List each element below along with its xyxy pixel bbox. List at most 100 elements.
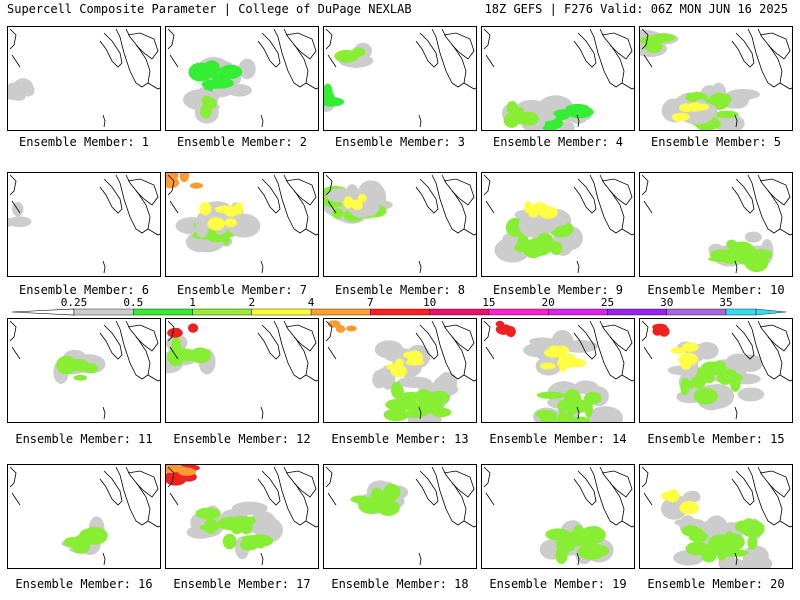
sfc-contour-10-0-7 bbox=[735, 246, 759, 266]
sfc-contour-13-0-13 bbox=[403, 410, 424, 418]
map-outline-19-3 bbox=[621, 520, 634, 528]
sfc-contour-13-0-10 bbox=[403, 399, 420, 411]
map-outline-8-2 bbox=[443, 178, 475, 206]
member-map-19 bbox=[483, 466, 634, 566]
map-outline-13-5 bbox=[327, 346, 337, 360]
sfc-contour-10-0-8 bbox=[708, 256, 734, 263]
sfc-contour-19-0-4 bbox=[555, 546, 568, 565]
ensemble-member-panel-10 bbox=[639, 172, 793, 277]
member-map-2 bbox=[167, 28, 318, 128]
map-outline-3-5 bbox=[327, 54, 337, 68]
map-outline-19-1 bbox=[573, 470, 597, 506]
map-outline-7-2 bbox=[285, 178, 317, 206]
map-feature-5 bbox=[734, 114, 738, 128]
map-feature-6 bbox=[102, 260, 106, 274]
sfc-contour-14-1-6 bbox=[547, 345, 562, 358]
map-outline-3-1 bbox=[415, 32, 439, 68]
sfc-contour-14-0-13 bbox=[583, 391, 602, 405]
sfc-contour-17-0-12 bbox=[199, 524, 221, 531]
sfc-contour-15-0-6 bbox=[680, 377, 690, 396]
ensemble-member-panel-5 bbox=[639, 26, 793, 131]
member-label-17: Ensemble Member: 17 bbox=[173, 577, 311, 591]
colorbar-tick-label: 0.25 bbox=[60, 296, 88, 309]
colorbar-segment-5 bbox=[370, 308, 430, 316]
map-outline-2-2 bbox=[285, 32, 317, 60]
map-feature-11 bbox=[102, 406, 106, 420]
sfc-contour-17-0-10 bbox=[240, 517, 253, 535]
sfc-contour-14-0-3 bbox=[557, 411, 568, 422]
sfc-halo-13-0-10 bbox=[437, 372, 458, 392]
colorbar-segment-7 bbox=[488, 308, 549, 316]
member-map-14 bbox=[483, 320, 634, 422]
map-outline-13-4 bbox=[325, 320, 333, 342]
sfc-contour-13-1-6 bbox=[395, 358, 405, 367]
map-outline-5-4 bbox=[641, 28, 649, 50]
map-outline-10-4 bbox=[641, 174, 649, 196]
sfc-contour-17-0-4 bbox=[217, 516, 246, 531]
sfc-contour-11-0-0 bbox=[73, 374, 88, 381]
header-title: Supercell Composite Parameter | College … bbox=[7, 2, 412, 16]
member-map-15 bbox=[641, 320, 792, 420]
sfc-contour-16-0-4 bbox=[71, 538, 91, 554]
map-outline-5-5 bbox=[643, 54, 653, 68]
colorbar-segment-1 bbox=[133, 308, 193, 316]
sfc-contour-4-1-1 bbox=[506, 101, 518, 115]
sfc-contour-17-0-11 bbox=[239, 538, 259, 551]
map-outline-14-3 bbox=[621, 374, 634, 382]
sfc-contour-9-1-1 bbox=[523, 201, 533, 214]
map-outline-4-5 bbox=[485, 54, 495, 68]
map-outline-8-3 bbox=[463, 228, 476, 236]
sfc-contour-11-0-4 bbox=[56, 355, 77, 375]
sfc-contour-19-0-8 bbox=[545, 528, 571, 541]
colorbar-tick-label: 0.5 bbox=[123, 296, 144, 309]
sfc-contour-18-0-2 bbox=[350, 495, 370, 504]
map-outline-6-5 bbox=[11, 200, 21, 214]
map-feature-14 bbox=[576, 406, 580, 420]
member-map-10 bbox=[641, 174, 792, 274]
map-outline-6-1 bbox=[99, 178, 123, 214]
sfc-contour-13-0-6 bbox=[383, 408, 409, 422]
sfc-contour-14-0-6 bbox=[539, 410, 558, 422]
sfc-contour-15-1-4 bbox=[682, 342, 699, 352]
member-label-18: Ensemble Member: 18 bbox=[331, 577, 469, 591]
sfc-contour-13-2-2 bbox=[335, 325, 346, 333]
member-label-6: Ensemble Member: 6 bbox=[18, 283, 150, 297]
sfc-halo-7-2-5 bbox=[195, 212, 210, 238]
sfc-contour-15-0-9 bbox=[722, 368, 737, 380]
map-feature-13 bbox=[418, 406, 422, 420]
map-outline-5-3 bbox=[779, 82, 792, 90]
sfc-halo-20-0-12 bbox=[674, 518, 705, 527]
ensemble-member-panel-8 bbox=[323, 172, 477, 277]
member-map-6 bbox=[8, 174, 160, 274]
map-outline-2-5 bbox=[169, 54, 179, 68]
member-label-3: Ensemble Member: 3 bbox=[334, 135, 466, 149]
sfc-contour-8-1-0 bbox=[358, 193, 367, 203]
member-label-16: Ensemble Member: 16 bbox=[15, 577, 153, 591]
map-outline-11-5 bbox=[11, 346, 21, 360]
sfc-halo-17-0-13 bbox=[249, 510, 277, 537]
sfc-contour-12-1-0 bbox=[188, 323, 199, 333]
sfc-contour-7-2-1 bbox=[207, 217, 225, 231]
ensemble-member-panel-16 bbox=[7, 464, 161, 569]
sfc-contour-5-2-2 bbox=[644, 40, 663, 53]
map-feature-4 bbox=[576, 114, 580, 128]
sfc-halo-14-0-10 bbox=[573, 380, 599, 395]
colorbar-segment-6 bbox=[429, 308, 490, 316]
map-outline-9-5 bbox=[485, 200, 495, 214]
colorbar-segment-3 bbox=[251, 308, 312, 316]
map-outline-6-3 bbox=[147, 228, 160, 236]
map-feature-17 bbox=[260, 552, 264, 566]
member-map-9 bbox=[483, 174, 634, 274]
ensemble-member-panel-1 bbox=[7, 26, 161, 131]
sfc-contour-4-1-4 bbox=[515, 107, 525, 124]
map-outline-15-5 bbox=[643, 346, 653, 360]
map-outline-11-1 bbox=[99, 324, 123, 360]
sfc-halo-14-0-9 bbox=[592, 412, 618, 422]
sfc-contour-8-1-4 bbox=[342, 199, 359, 207]
colorbar-tick-label: 4 bbox=[307, 296, 315, 309]
map-outline-6-4 bbox=[9, 174, 17, 196]
map-feature-2 bbox=[260, 114, 264, 128]
map-outline-3-4 bbox=[325, 28, 333, 50]
sfc-contour-15-0-12 bbox=[698, 392, 717, 404]
sfc-halo-5-0-9 bbox=[714, 114, 745, 130]
